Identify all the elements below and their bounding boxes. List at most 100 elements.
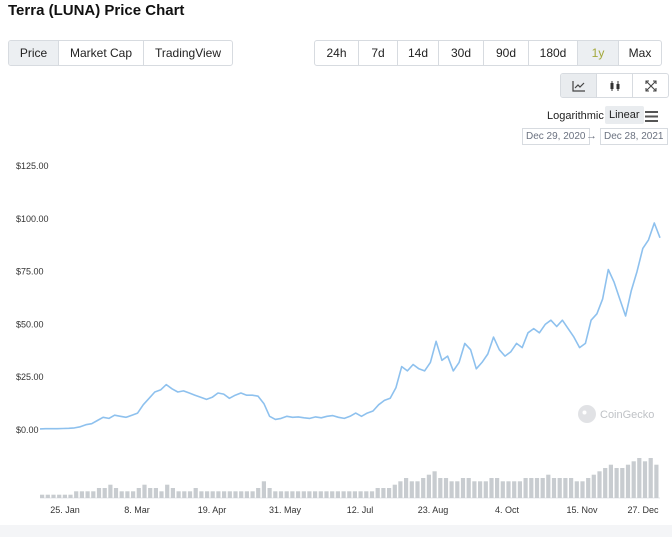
y-tick-label: $100.00 — [16, 214, 49, 224]
volume-bar — [296, 491, 301, 498]
volume-bar — [489, 478, 494, 498]
volume-bar — [580, 481, 585, 498]
range-max[interactable]: Max — [628, 46, 652, 60]
range-1y[interactable]: 1y — [578, 41, 619, 65]
volume-bar — [347, 491, 352, 498]
volume-bar — [113, 488, 119, 498]
logarithmic-toggle[interactable]: Logarithmic — [547, 110, 604, 122]
volume-bar — [364, 491, 369, 498]
price-series-line — [39, 222, 661, 430]
volume-bar — [142, 484, 147, 498]
volume-bar — [170, 488, 175, 498]
range-7d[interactable]: 7d — [359, 41, 398, 65]
price-chart[interactable]: $0.00 $25.00 $50.00 $75.00 $100.00 $125.00 25… — [0, 150, 672, 525]
y-tick-label: $75.00 — [16, 267, 44, 277]
volume-bar — [426, 474, 431, 498]
volume-bar — [369, 491, 375, 498]
volume-bar — [273, 491, 278, 498]
range-180d[interactable]: 180d — [529, 41, 578, 65]
linear-toggle[interactable]: Linear — [605, 106, 644, 124]
volume-bar — [625, 464, 631, 498]
volume-bar — [205, 491, 210, 498]
volume-bar — [415, 481, 420, 498]
volume-bar — [569, 478, 574, 498]
volume-bar — [91, 491, 96, 498]
volume-bar — [631, 461, 636, 498]
volume-bar — [586, 478, 591, 498]
volume-bar — [210, 491, 215, 498]
volume-bar — [341, 491, 346, 498]
x-tick-label: 25. Jan — [50, 505, 80, 515]
volume-bar — [244, 491, 249, 498]
date-to-input[interactable]: Dec 28, 2021 — [600, 128, 668, 145]
volume-bar — [608, 464, 613, 498]
volume-bar — [591, 474, 596, 498]
volume-bar — [557, 478, 562, 498]
volume-bar — [392, 484, 397, 498]
volume-bar — [51, 494, 56, 498]
volume-bar — [438, 478, 443, 498]
date-from-input[interactable]: Dec 29, 2020 — [522, 128, 590, 145]
volume-bar — [529, 478, 534, 498]
volume-bar — [642, 461, 648, 498]
volume-bar — [256, 488, 261, 498]
volume-bar — [222, 491, 227, 498]
volume-bar — [68, 494, 73, 498]
volume-bar — [375, 488, 380, 498]
volume-bar — [500, 481, 505, 498]
chart-type-tabs: Price Market Cap TradingView — [8, 40, 233, 66]
range-14d[interactable]: 14d — [398, 41, 439, 65]
volume-bar — [546, 474, 551, 498]
volume-bar — [307, 491, 312, 498]
volume-bar — [79, 491, 84, 498]
volume-bar — [483, 481, 488, 498]
time-range-tabs: 24h 7d 14d 30d 90d 180d 1y Max — [314, 40, 662, 66]
chart-style-toolbar — [560, 73, 669, 98]
tab-price[interactable]: Price — [9, 41, 59, 65]
volume-bar — [199, 491, 204, 498]
volume-bar — [574, 481, 579, 498]
volume-bar — [62, 494, 67, 498]
candlestick-icon[interactable] — [597, 74, 633, 97]
volume-bar — [278, 491, 284, 498]
volume-bar — [40, 494, 45, 498]
volume-bar — [267, 488, 272, 498]
tab-tradingview[interactable]: TradingView — [154, 46, 222, 60]
range-30d[interactable]: 30d — [439, 41, 484, 65]
page-title: Terra (LUNA) Price Chart — [8, 2, 185, 19]
x-tick-label: 8. Mar — [124, 505, 150, 515]
expand-icon[interactable] — [633, 74, 668, 97]
volume-bar — [330, 491, 335, 498]
x-tick-label: 12. Jul — [347, 505, 374, 515]
volume-bar — [313, 491, 318, 498]
volume-bar — [159, 491, 164, 498]
volume-bar — [301, 491, 306, 498]
x-tick-label: 23. Aug — [418, 505, 449, 515]
volume-bar — [227, 491, 232, 498]
volume-bar — [620, 468, 625, 498]
volume-bar — [318, 491, 323, 498]
volume-bar — [335, 491, 340, 498]
y-tick-label: $0.00 — [16, 425, 39, 435]
volume-bar — [495, 478, 500, 498]
hamburger-menu-icon[interactable] — [645, 109, 658, 127]
volume-bar — [324, 491, 329, 498]
volume-bar — [182, 491, 187, 498]
volume-bar — [216, 491, 221, 498]
range-90d[interactable]: 90d — [484, 41, 529, 65]
volume-bar — [45, 494, 50, 498]
volume-bar — [421, 478, 426, 498]
range-24h[interactable]: 24h — [315, 41, 359, 65]
volume-bar — [534, 478, 540, 498]
volume-bar — [102, 488, 107, 498]
x-tick-label: 27. Dec — [627, 505, 659, 515]
volume-bar — [381, 488, 386, 498]
y-tick-label: $50.00 — [16, 319, 44, 329]
volume-bar — [648, 458, 653, 498]
line-chart-icon[interactable] — [561, 74, 597, 97]
y-tick-label: $125.00 — [16, 161, 49, 171]
volume-bar — [176, 491, 181, 498]
volume-bar — [119, 491, 124, 498]
tab-market-cap[interactable]: Market Cap — [59, 41, 144, 65]
volume-bar — [506, 481, 511, 498]
